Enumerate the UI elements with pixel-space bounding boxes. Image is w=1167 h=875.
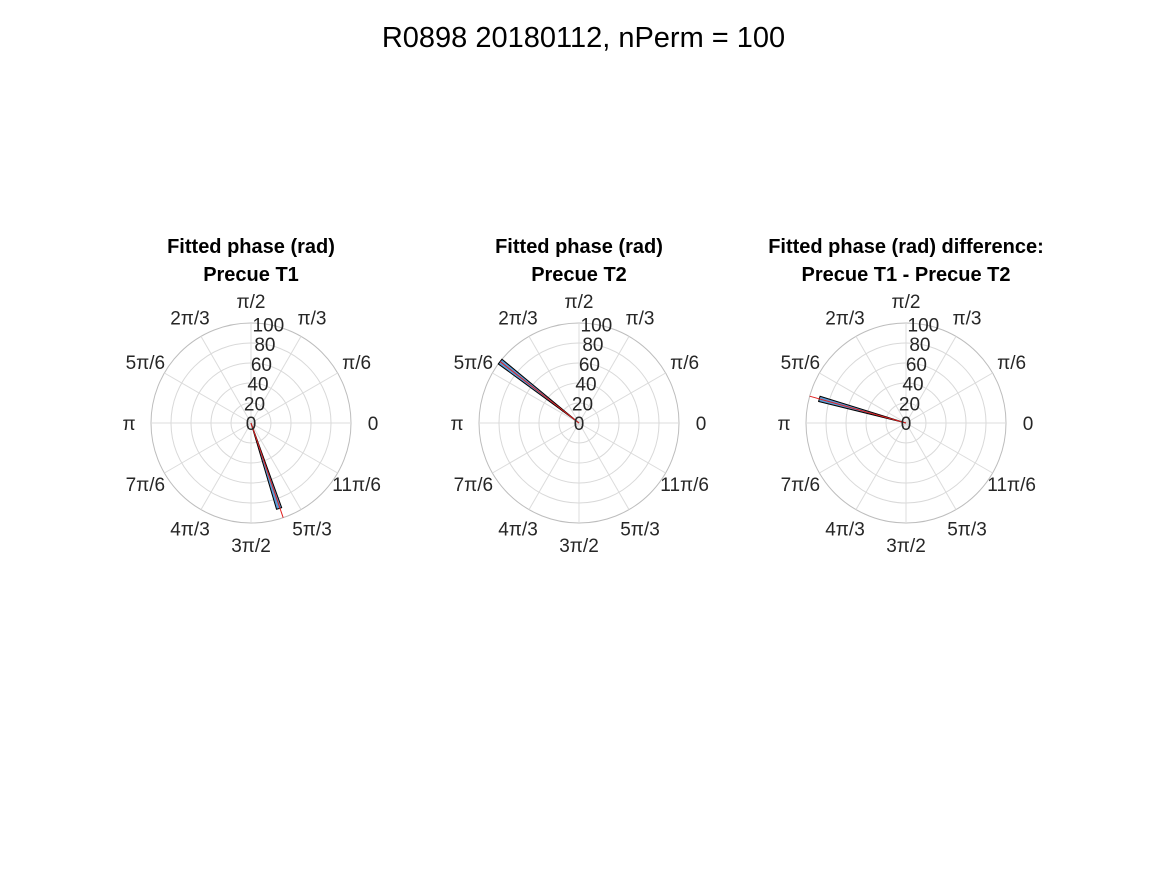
- theta-tick-label: 3π/2: [231, 536, 271, 557]
- theta-tick-label: 3π/2: [886, 536, 926, 557]
- theta-grid-line: [250, 372, 338, 424]
- chart-title-line2: Precue T1 - Precue T2: [802, 264, 1011, 286]
- theta-tick-label: π: [450, 414, 463, 435]
- r-tick-label: 80: [909, 335, 930, 356]
- theta-tick-label: π/3: [298, 308, 327, 329]
- theta-grid-line: [164, 372, 252, 424]
- mean-direction-line: [250, 422, 284, 518]
- theta-grid-line: [492, 372, 580, 424]
- polar-chart-3: Fitted phase (rad) difference: Precue T1 …: [768, 236, 1044, 557]
- theta-grid-line: [855, 422, 907, 510]
- theta-tick-label: 11π/6: [987, 475, 1036, 496]
- theta-grid-line: [819, 372, 907, 424]
- theta-tick-label: π: [122, 414, 135, 435]
- theta-tick-label: 0: [1023, 414, 1034, 435]
- r-tick-label: 60: [579, 355, 600, 376]
- r-tick-label: 0: [901, 414, 912, 435]
- polar-chart-2: Fitted phase (rad)Precue T20204060801000…: [450, 236, 709, 557]
- theta-grid-line: [578, 422, 630, 510]
- theta-grid-line: [528, 336, 580, 424]
- r-tick-label: 100: [581, 316, 613, 337]
- mean-direction-line: [809, 395, 907, 424]
- theta-tick-label: π/6: [997, 353, 1026, 374]
- theta-tick-label: π: [777, 414, 790, 435]
- theta-tick-label: π/6: [342, 353, 371, 374]
- theta-tick-label: π/3: [953, 308, 982, 329]
- theta-tick-label: 2π/3: [170, 308, 210, 329]
- theta-grid-line: [905, 422, 957, 510]
- theta-tick-label: π/3: [626, 308, 655, 329]
- r-tick-label: 0: [246, 414, 257, 435]
- theta-tick-label: 4π/3: [498, 520, 538, 541]
- r-tick-label: 80: [582, 335, 603, 356]
- theta-tick-label: π/6: [670, 353, 699, 374]
- theta-grid-line: [492, 422, 580, 474]
- r-tick-label: 20: [572, 394, 593, 415]
- theta-grid-line: [164, 422, 252, 474]
- theta-tick-label: π/2: [237, 292, 266, 313]
- r-tick-label: 60: [906, 355, 927, 376]
- theta-grid-line: [200, 336, 252, 424]
- r-tick-label: 20: [244, 394, 265, 415]
- theta-grid-line: [905, 336, 957, 424]
- theta-grid-line: [819, 422, 907, 474]
- theta-tick-label: 11π/6: [660, 475, 709, 496]
- theta-tick-label: 2π/3: [825, 308, 865, 329]
- theta-tick-label: 11π/6: [332, 475, 381, 496]
- theta-grid-line: [250, 422, 338, 474]
- theta-tick-label: 0: [368, 414, 379, 435]
- theta-tick-label: 5π/6: [126, 353, 166, 374]
- theta-tick-label: 5π/6: [454, 353, 494, 374]
- theta-tick-label: 5π/3: [947, 520, 987, 541]
- theta-grid-line: [578, 372, 666, 424]
- theta-tick-label: 5π/3: [620, 520, 660, 541]
- r-tick-label: 40: [247, 375, 268, 396]
- r-tick-label: 0: [574, 414, 585, 435]
- theta-grid-line: [578, 336, 630, 424]
- theta-grid-line: [905, 422, 993, 474]
- theta-grid-line: [528, 422, 580, 510]
- r-tick-label: 100: [908, 316, 940, 337]
- theta-grid-line: [250, 422, 302, 510]
- theta-tick-label: 5π/6: [781, 353, 821, 374]
- theta-tick-label: 3π/2: [559, 536, 599, 557]
- r-tick-label: 60: [251, 355, 272, 376]
- theta-tick-label: 5π/3: [292, 520, 332, 541]
- theta-tick-label: π/2: [565, 292, 594, 313]
- theta-tick-label: 0: [696, 414, 707, 435]
- chart-title-line1: Fitted phase (rad): [495, 236, 663, 258]
- theta-tick-label: 7π/6: [126, 475, 166, 496]
- theta-tick-label: 4π/3: [170, 520, 210, 541]
- theta-grid-line: [855, 336, 907, 424]
- r-tick-label: 100: [253, 316, 285, 337]
- r-tick-label: 40: [902, 375, 923, 396]
- theta-tick-label: π/2: [892, 292, 921, 313]
- theta-grid-line: [200, 422, 252, 510]
- theta-tick-label: 7π/6: [454, 475, 494, 496]
- chart-title-line1: Fitted phase (rad): [167, 236, 335, 258]
- chart-title-line2: Precue T1: [203, 264, 299, 286]
- figure-title: R0898 20180112, nPerm = 100: [382, 22, 785, 54]
- theta-tick-label: 7π/6: [781, 475, 821, 496]
- polar-chart-1: Fitted phase (rad)Precue T10204060801000…: [122, 236, 381, 557]
- r-tick-label: 20: [899, 394, 920, 415]
- theta-tick-label: 2π/3: [498, 308, 538, 329]
- theta-tick-label: 4π/3: [825, 520, 865, 541]
- r-tick-label: 40: [575, 375, 596, 396]
- theta-grid-line: [578, 422, 666, 474]
- chart-title-line1: Fitted phase (rad) difference:: [768, 236, 1044, 258]
- theta-grid-line: [905, 372, 993, 424]
- theta-grid-line: [250, 336, 302, 424]
- mean-direction-line: [499, 361, 580, 424]
- chart-title-line2: Precue T2: [531, 264, 627, 286]
- r-tick-label: 80: [254, 335, 275, 356]
